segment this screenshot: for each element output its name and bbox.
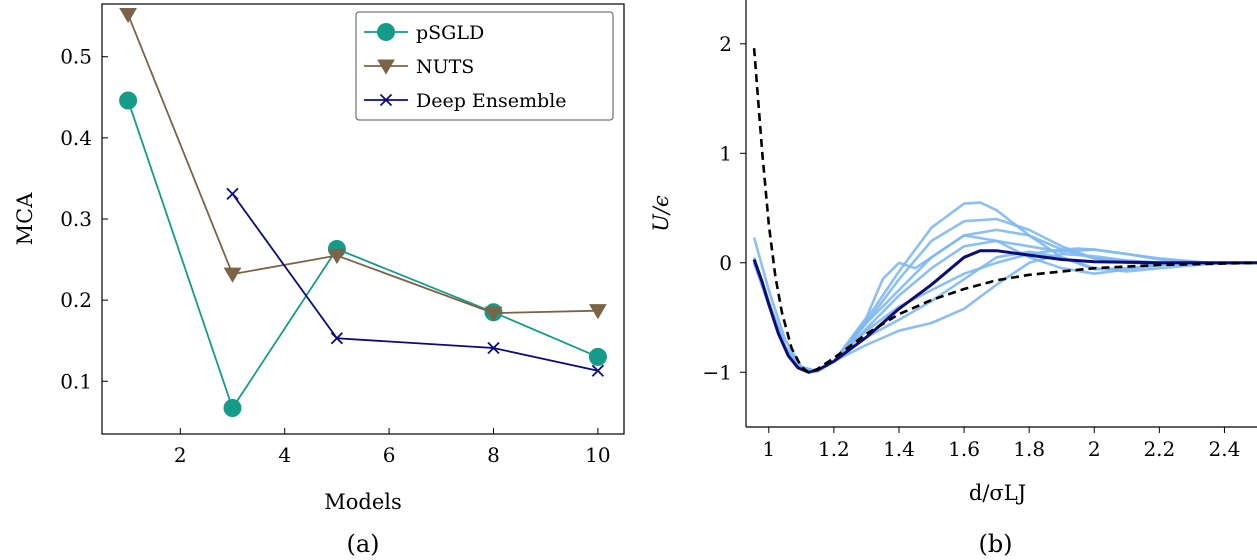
panel-caption: (b)	[978, 530, 1012, 558]
x-tick-label: 4	[278, 443, 291, 467]
data-point	[588, 347, 607, 366]
data-point	[119, 91, 138, 110]
x-tick-label: 2	[174, 443, 187, 467]
data-point	[591, 364, 605, 377]
data-point	[226, 187, 239, 200]
legend-label: Deep Ensemble	[416, 90, 567, 112]
series-deep-ensemble	[226, 187, 605, 377]
data-point	[328, 249, 346, 265]
panel-a: 2 4 6 8 10 0.1 0.2 0.3 0.4 0.5 Models MCA (a) pSGLD NU…	[13, 3, 625, 558]
series-psgld	[119, 91, 607, 418]
data-point	[377, 59, 395, 75]
sample-curves	[752, 201, 1257, 373]
data-point	[377, 23, 395, 41]
x-tick-label: 6	[383, 443, 396, 467]
sample-curve	[752, 252, 1257, 373]
x-tick-label: 1.4	[883, 437, 915, 461]
mean-curve	[752, 249, 1257, 374]
data-point	[223, 267, 242, 283]
legend-item: Deep Ensemble	[364, 90, 567, 112]
data-point	[379, 93, 393, 107]
data-point	[119, 8, 137, 24]
x-axis-label: d/σLJ	[969, 481, 1026, 505]
y-tick-label: 0	[719, 251, 732, 275]
x-tick-label: 2	[1088, 437, 1101, 461]
y-axis-label: MCA	[13, 192, 37, 246]
data-point	[487, 341, 500, 355]
data-point	[484, 306, 503, 322]
legend-label: pSGLD	[416, 22, 484, 44]
series-line	[127, 100, 599, 411]
panel-b: 1 1.2 1.4 1.6 1.8 2 2.2 2.4 −1 0 1 2 d/σLJ U/ϵ (b)	[649, 0, 1257, 558]
panel-caption: (a)	[346, 530, 379, 558]
legend: pSGLD NUTS Deep Ensemble	[355, 11, 614, 121]
data-point-stroke	[487, 341, 500, 355]
x-tick-label: 1	[762, 437, 775, 461]
legend-box	[355, 11, 614, 121]
data-point	[589, 304, 607, 320]
x-tick-label: 1.6	[948, 437, 980, 461]
legend-label: NUTS	[416, 56, 474, 78]
series-line	[231, 193, 599, 372]
legend-item: pSGLD	[364, 22, 484, 44]
x-tick-label: 2.4	[1209, 437, 1241, 461]
sample-curve	[752, 201, 1257, 373]
sample-curve	[752, 250, 1257, 373]
data-point-stroke	[330, 332, 344, 345]
x-tick-label: 10	[585, 443, 610, 467]
data-point-stroke	[591, 364, 605, 377]
y-tick-label: 1	[719, 141, 732, 165]
y-tick-label: 0.3	[60, 207, 92, 231]
x-tick-label: 2.2	[1143, 437, 1175, 461]
y-tick-label: 0.1	[60, 369, 92, 393]
x-tick-label: 1.2	[818, 437, 850, 461]
y-tick-label: 2	[719, 32, 732, 56]
sample-curve	[752, 239, 1257, 373]
legend-item: NUTS	[364, 56, 474, 78]
y-tick-label: 0.4	[60, 126, 92, 150]
x-axis-label: Models	[324, 490, 402, 514]
data-point-stroke	[379, 93, 393, 107]
y-axis-label: U/ϵ	[649, 195, 673, 232]
series-nuts	[119, 8, 607, 322]
data-point	[223, 399, 242, 418]
y-tick-label: 0.2	[60, 288, 92, 312]
data-point-stroke	[226, 187, 239, 200]
y-tick-label: 0.5	[60, 45, 92, 69]
x-tick-label: 1.8	[1013, 437, 1045, 461]
x-tick-label: 8	[487, 443, 500, 467]
y-tick-label: −1	[703, 360, 732, 384]
data-point	[330, 332, 344, 345]
reference-curve	[752, 48, 1257, 374]
